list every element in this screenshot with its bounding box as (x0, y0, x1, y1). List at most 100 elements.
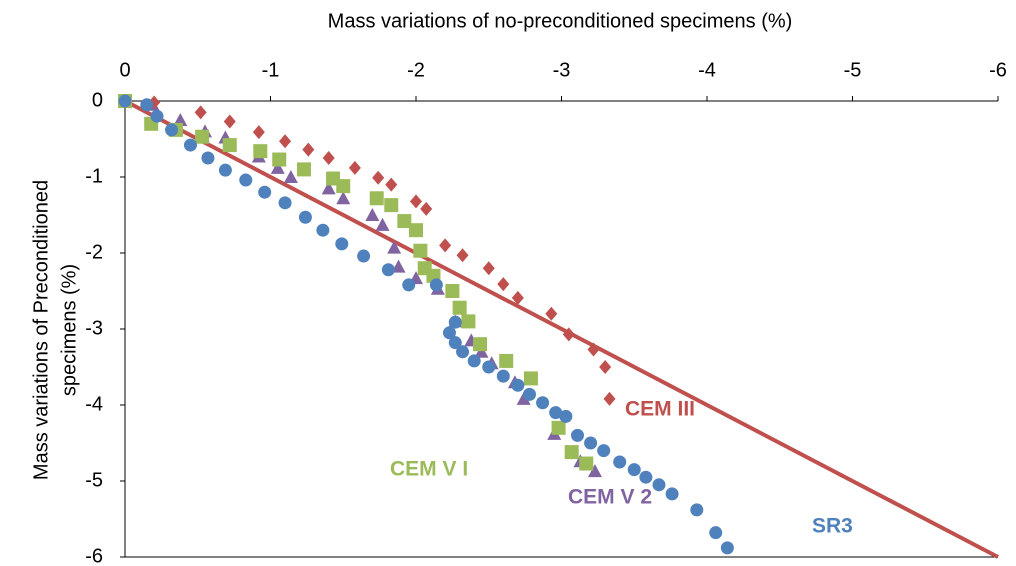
point (587, 342, 600, 357)
point (448, 336, 462, 350)
point (278, 196, 292, 210)
point (482, 261, 495, 276)
point (545, 306, 558, 321)
point (497, 277, 510, 292)
point (391, 259, 406, 273)
point (562, 327, 575, 342)
point (140, 98, 154, 112)
point (482, 360, 496, 374)
point (372, 170, 385, 185)
point (413, 243, 428, 258)
point (429, 278, 443, 292)
point (665, 487, 679, 501)
point (652, 478, 666, 492)
point (348, 160, 361, 175)
x-tick-label: -6 (989, 59, 1007, 81)
series-label: CEM V 2 (568, 486, 652, 509)
point (613, 455, 627, 469)
point (201, 151, 215, 165)
x-tick-label: -4 (698, 59, 716, 81)
point (150, 109, 164, 123)
point (690, 503, 704, 517)
reference-line (124, 99, 999, 559)
series-label: CEM III (625, 398, 695, 421)
point (173, 113, 188, 126)
x-tick-label: -2 (407, 59, 425, 81)
point (165, 123, 179, 137)
point (321, 181, 336, 195)
point (499, 353, 514, 368)
y-tick-label: -1 (85, 165, 103, 187)
y-tick-label: -4 (85, 393, 103, 415)
point (709, 526, 723, 540)
point (335, 237, 349, 251)
point (474, 344, 489, 358)
point (410, 194, 422, 209)
point (409, 223, 423, 238)
point (322, 151, 335, 165)
y-tick-label: -3 (85, 317, 103, 339)
point (442, 326, 456, 340)
point (402, 278, 416, 292)
point (296, 162, 311, 177)
point (223, 114, 236, 129)
point (571, 428, 585, 442)
point (461, 314, 476, 329)
point (218, 163, 232, 177)
point (452, 300, 467, 315)
point (511, 378, 525, 392)
point (298, 210, 312, 224)
point (536, 396, 550, 410)
point (579, 456, 594, 471)
point (365, 208, 380, 221)
point (385, 177, 398, 192)
y-tick-label: -5 (85, 469, 103, 491)
point (375, 217, 390, 231)
point (183, 138, 197, 152)
point (336, 191, 351, 205)
series-label: SR3 (812, 515, 853, 538)
point (253, 144, 268, 159)
point (603, 391, 616, 406)
point (258, 185, 272, 199)
point (516, 391, 531, 405)
point (627, 463, 641, 477)
point (587, 464, 602, 478)
point (597, 444, 611, 458)
point (496, 369, 510, 383)
point (270, 160, 285, 174)
series-label: CEM V I (390, 458, 468, 481)
point (511, 290, 524, 305)
y-axis-title-line: Mass variations of Preconditioned (30, 180, 52, 480)
point (381, 263, 395, 277)
point (239, 173, 253, 187)
point (369, 191, 384, 206)
point (387, 240, 402, 254)
point (384, 198, 399, 213)
point (445, 284, 460, 298)
point (467, 354, 481, 368)
point (523, 371, 538, 386)
x-tick-label: -3 (553, 59, 571, 81)
x-tick-label: -1 (262, 59, 280, 81)
point (118, 94, 132, 108)
point (302, 142, 315, 157)
point (720, 541, 734, 555)
point (252, 125, 265, 140)
point (336, 179, 351, 194)
point (316, 223, 330, 237)
point (222, 138, 237, 153)
point (584, 436, 598, 450)
point (397, 214, 412, 229)
point (559, 409, 573, 423)
y-axis-title: Mass variations of Preconditioned specim… (30, 180, 80, 480)
y-tick-label: 0 (92, 89, 103, 111)
point (551, 420, 566, 435)
y-tick-label: -2 (85, 241, 103, 263)
point (456, 248, 469, 263)
point (549, 406, 563, 420)
point (639, 470, 653, 484)
point (272, 152, 287, 167)
point (599, 360, 612, 374)
